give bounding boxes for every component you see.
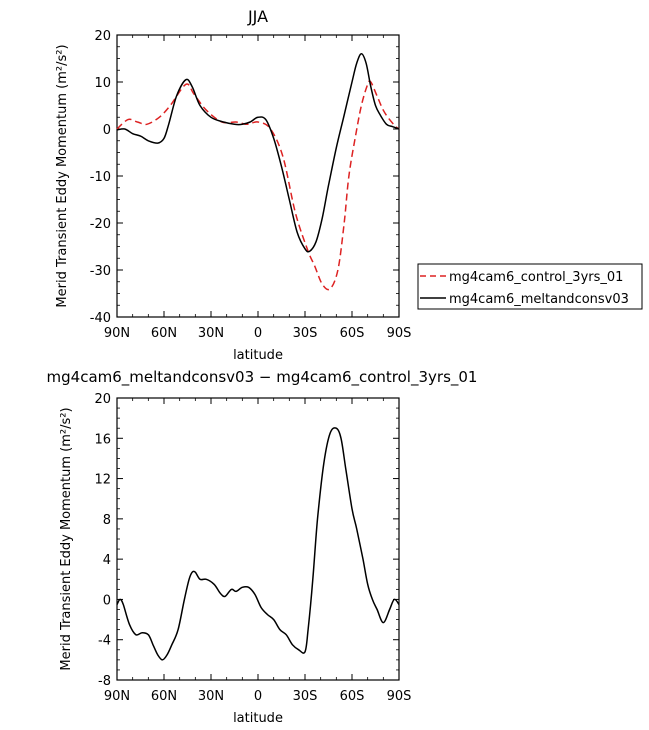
x-tick-label: 60S (340, 326, 365, 341)
bottom-title: mg4cam6_meltandconsv03 − mg4cam6_control… (47, 368, 478, 387)
bottom-panel: mg4cam6_meltandconsv03 − mg4cam6_control… (47, 368, 478, 726)
bottom-plot-frame (116, 397, 400, 681)
y-tick-label: 0 (103, 593, 111, 608)
y-tick-label: 20 (94, 392, 111, 407)
y-tick-label: 8 (103, 513, 111, 528)
legend: mg4cam6_control_3yrs_01 mg4cam6_meltandc… (417, 263, 643, 310)
x-tick-label: 0 (254, 689, 262, 704)
top-y-axis: -40 -30 -20 -10 0 10 20 (90, 29, 399, 326)
x-tick-label: 30N (198, 689, 224, 704)
y-tick-label: -8 (98, 674, 111, 689)
legend-label-control: mg4cam6_control_3yrs_01 (449, 270, 623, 285)
x-tick-label: 0 (254, 326, 262, 341)
x-tick-label: 30N (198, 326, 224, 341)
series-line-2 (116, 53, 400, 253)
bottom-x-axis: 90N 60N 30N 0 30S 60S 90S (104, 398, 412, 704)
x-tick-label: 90S (387, 326, 412, 341)
y-tick-label: 16 (94, 432, 111, 447)
y-tick-label: -4 (98, 634, 111, 649)
y-tick-label: 12 (94, 473, 111, 488)
x-tick-label: 60N (151, 689, 177, 704)
x-tick-label: 30S (293, 326, 318, 341)
series-line-1 (116, 427, 400, 661)
top-title: JJA (247, 7, 268, 26)
bottom-series (116, 427, 400, 661)
y-tick-label: -20 (90, 217, 111, 232)
legend-box (417, 263, 643, 310)
top-x-axis: 90N 60N 30N 0 30S 60S 90S (104, 35, 412, 341)
bottom-y-axis-label: Merid Transient Eddy Momentum (m²/s²) (59, 407, 74, 670)
y-tick-label: -30 (90, 264, 111, 279)
bottom-y-axis: -8 -4 0 4 8 12 16 20 (94, 392, 399, 689)
y-tick-label: 4 (103, 553, 111, 568)
top-x-axis-label: latitude (233, 348, 283, 363)
bottom-x-axis-label: latitude (233, 711, 283, 726)
x-tick-label: 90N (104, 326, 130, 341)
x-tick-label: 60S (340, 689, 365, 704)
y-tick-label: 10 (94, 76, 111, 91)
y-tick-label: -10 (90, 170, 111, 185)
top-plot-frame (116, 34, 400, 318)
y-tick-label: 20 (94, 29, 111, 44)
y-tick-label: -40 (90, 311, 111, 326)
x-tick-label: 60N (151, 326, 177, 341)
y-tick-label: 0 (103, 123, 111, 138)
x-tick-label: 90N (104, 689, 130, 704)
legend-label-melt: mg4cam6_meltandconsv03 (449, 292, 629, 307)
series-line-1 (116, 80, 400, 291)
top-series (116, 53, 400, 291)
x-tick-label: 90S (387, 689, 412, 704)
x-tick-label: 30S (293, 689, 318, 704)
top-y-axis-label: Merid Transient Eddy Momentum (m²/s²) (55, 44, 70, 307)
